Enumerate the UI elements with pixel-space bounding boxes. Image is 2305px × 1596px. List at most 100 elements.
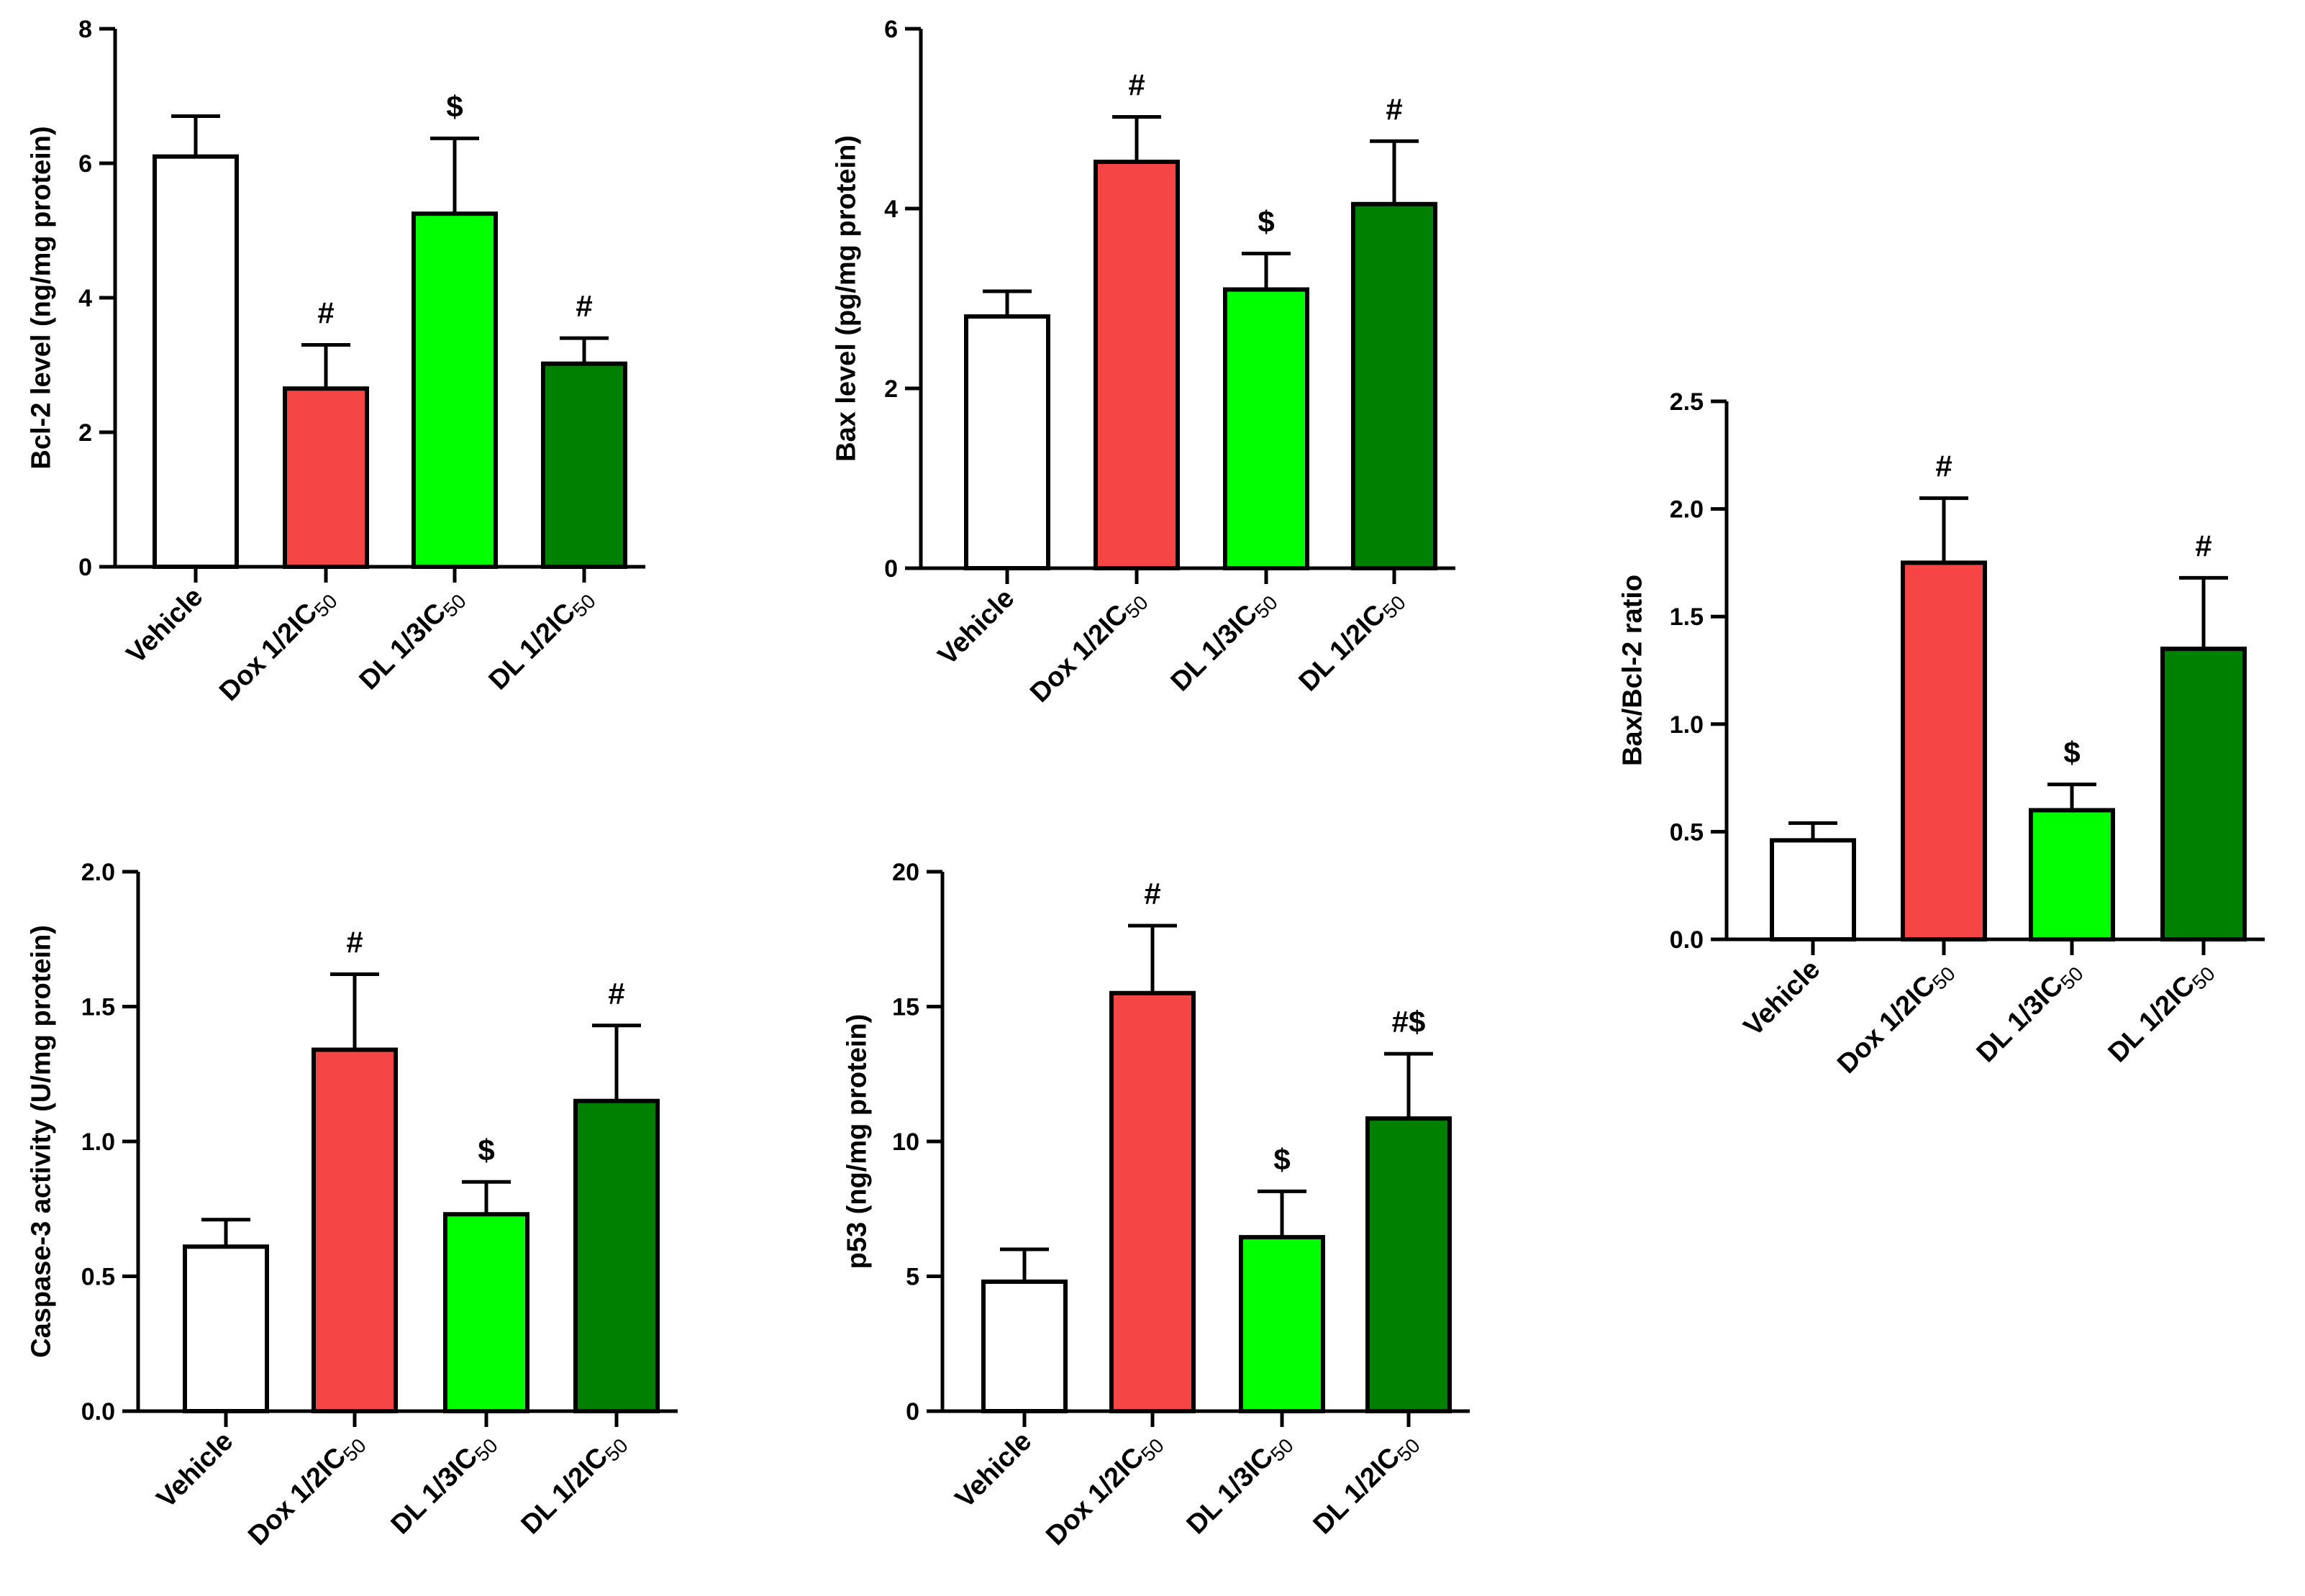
chart-caspase3: 0.0 0.5 1.0 1.5 2.0 Caspase-3 activity (U/mg … — [26, 859, 678, 1554]
x-category-label: Vehicle — [151, 1426, 239, 1514]
category-main: DL 1/3IC — [354, 598, 453, 696]
significance-mark: $ — [446, 89, 463, 123]
y-tick-label: 1.5 — [1670, 603, 1704, 631]
bar — [2029, 808, 2115, 941]
category-main: Vehicle — [932, 583, 1020, 671]
y-tick-label: 0 — [884, 555, 898, 583]
y-tick-label: 2 — [78, 419, 92, 447]
bar — [412, 211, 498, 569]
y-axis-title: Bcl-2 level (ng/mg protein) — [26, 126, 56, 469]
category-main: Vehicle — [151, 1426, 239, 1514]
bar — [312, 1047, 398, 1413]
y-tick-label: 15 — [892, 994, 919, 1021]
bar — [153, 154, 239, 569]
bar — [1351, 201, 1437, 570]
y-tick-label: 2.5 — [1670, 388, 1704, 416]
y-tick-label: 2.0 — [81, 859, 115, 886]
y-tick-label: 8 — [78, 16, 92, 43]
x-category-label: DL 1/3IC50 — [354, 582, 470, 698]
y-tick-label: 1.0 — [1670, 711, 1704, 739]
bar — [443, 1212, 529, 1413]
significance-mark: $ — [478, 1133, 494, 1167]
x-category-label: Vehicle — [121, 582, 209, 670]
y-axis-title: Bax/Bcl-2 ratio — [1617, 575, 1647, 766]
bar — [541, 361, 627, 569]
chart-bax: 0 2 4 6 Bax level (pg/mg protein) Vehicle # Dox… — [831, 16, 1455, 711]
category-main: Vehicle — [121, 582, 209, 670]
x-category-label: DL 1/2IC50 — [2103, 954, 2219, 1071]
significance-mark: # — [1935, 450, 1952, 483]
y-tick-label: 4 — [884, 196, 898, 223]
x-category-label: Dox 1/2IC50 — [1832, 954, 1960, 1082]
bar — [964, 314, 1050, 570]
category-main: DL 1/2IC — [2103, 970, 2201, 1069]
bar — [183, 1244, 269, 1413]
y-axis-title: p53 (ng/mg protein) — [842, 1014, 872, 1269]
x-category-label: Dox 1/2IC50 — [214, 582, 342, 710]
bar — [1770, 838, 1856, 942]
bar — [283, 386, 369, 569]
bar — [2160, 647, 2247, 942]
category-main: Vehicle — [950, 1426, 1037, 1514]
x-category-label: DL 1/3IC50 — [1165, 583, 1282, 700]
category-main: DL 1/2IC — [1294, 599, 1392, 698]
x-category-label: DL 1/3IC50 — [1971, 954, 2088, 1071]
category-main: Dox 1/2IC — [242, 1442, 352, 1551]
y-tick-label: 0 — [906, 1398, 919, 1426]
significance-mark: # — [1386, 92, 1402, 126]
y-tick-label: 0.5 — [81, 1264, 115, 1291]
x-category-label: Vehicle — [932, 583, 1020, 671]
category-main: Dox 1/2IC — [1832, 970, 1941, 1080]
y-tick-label: 0 — [78, 554, 92, 581]
y-tick-label: 4 — [78, 285, 92, 312]
significance-mark: # — [2195, 529, 2211, 562]
category-main: DL 1/2IC — [516, 1442, 614, 1541]
category-main: Dox 1/2IC — [214, 598, 323, 707]
x-category-label: DL 1/3IC50 — [386, 1426, 502, 1543]
significance-mark: $ — [1273, 1142, 1290, 1176]
x-category-label: Dox 1/2IC50 — [1024, 583, 1152, 711]
y-axis-title: Caspase-3 activity (U/mg protein) — [26, 925, 56, 1358]
significance-mark: # — [608, 977, 624, 1011]
y-tick-label: 0.0 — [81, 1398, 115, 1426]
y-tick-label: 1.5 — [81, 994, 115, 1021]
significance-mark: $ — [2063, 736, 2080, 770]
y-tick-label: 6 — [78, 150, 92, 178]
x-category-label: Dox 1/2IC50 — [1040, 1426, 1168, 1554]
x-category-label: Dox 1/2IC50 — [242, 1426, 370, 1554]
bar — [1094, 160, 1180, 570]
chart-ratio: 0.0 0.5 1.0 1.5 2.0 2.5 Bax/Bcl-2 ratio Vehicle… — [1617, 388, 2265, 1082]
y-tick-label: 1.0 — [81, 1128, 115, 1156]
y-tick-label: 6 — [884, 16, 898, 43]
bar — [1223, 287, 1309, 570]
significance-mark: # — [317, 296, 334, 329]
chart-bcl2: 0 2 4 6 8 Bcl-2 level (ng/mg protein) Vehicle #… — [26, 16, 645, 710]
category-main: DL 1/3IC — [1181, 1442, 1280, 1541]
x-category-label: DL 1/3IC50 — [1181, 1426, 1298, 1543]
chart-p53: 0 5 10 15 20 p53 (ng/mg protein) Vehicle # Dox 1… — [842, 859, 1470, 1554]
y-tick-label: 20 — [892, 859, 919, 886]
y-tick-label: 5 — [906, 1264, 919, 1291]
y-tick-label: 0.5 — [1670, 818, 1704, 846]
significance-mark: $ — [1258, 205, 1274, 239]
x-category-label: DL 1/2IC50 — [1294, 583, 1410, 700]
y-tick-label: 10 — [892, 1128, 919, 1156]
significance-mark: # — [1144, 877, 1160, 911]
category-main: Dox 1/2IC — [1024, 599, 1134, 708]
category-main: Vehicle — [1738, 954, 1826, 1042]
category-main: DL 1/2IC — [1308, 1442, 1406, 1541]
category-main: DL 1/3IC — [1971, 970, 2070, 1069]
y-tick-label: 0.0 — [1670, 926, 1704, 954]
y-tick-label: 2 — [884, 375, 898, 403]
category-main: DL 1/3IC — [1165, 599, 1264, 698]
significance-mark: # — [346, 926, 363, 959]
bar — [1901, 560, 1987, 941]
x-category-label: Vehicle — [950, 1426, 1037, 1514]
significance-mark: # — [576, 289, 592, 323]
bar — [1109, 990, 1196, 1413]
x-category-label: DL 1/2IC50 — [516, 1426, 632, 1543]
y-axis-title: Bax level (pg/mg protein) — [831, 135, 861, 462]
bar — [573, 1098, 660, 1413]
x-category-label: DL 1/2IC50 — [1308, 1426, 1424, 1543]
